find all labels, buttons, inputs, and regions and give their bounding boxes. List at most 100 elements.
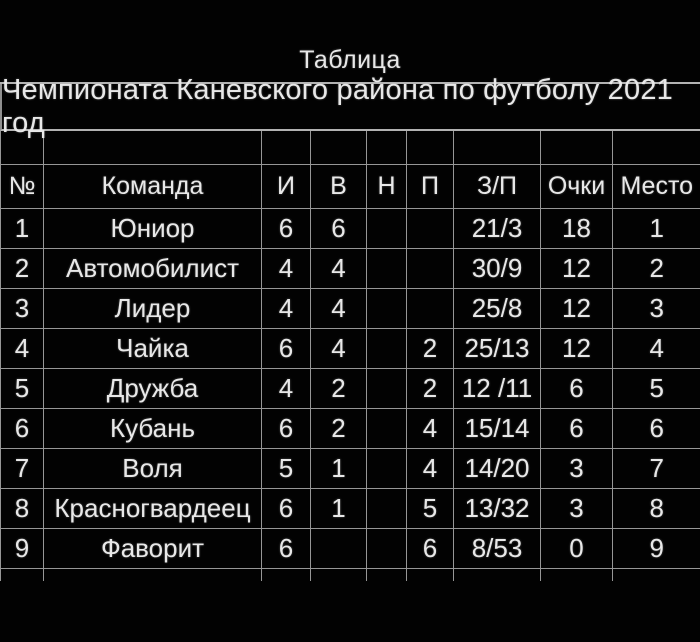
- table-row: 2 Автомобилист 4 4 30/9 12 2: [0, 248, 700, 289]
- stub-cell: [453, 568, 541, 581]
- cell-number: 4: [0, 328, 44, 369]
- cell-number: 3: [0, 288, 44, 329]
- cell-draws: [366, 248, 407, 289]
- cell-team: Юниор: [43, 208, 262, 249]
- stub-cell: [406, 568, 454, 581]
- cell-points: 18: [540, 208, 613, 249]
- table-row: 4 Чайка 6 4 2 25/13 12 4: [0, 328, 700, 369]
- cell-wins: 2: [310, 368, 367, 409]
- cell-losses: 5: [406, 488, 454, 529]
- cell-points: 3: [540, 448, 613, 489]
- cell-goals: 25/13: [453, 328, 541, 369]
- cell-number: 2: [0, 248, 44, 289]
- cell-played: 4: [261, 368, 311, 409]
- table-row: 3 Лидер 4 4 25/8 12 3: [0, 288, 700, 329]
- table-row: 1 Юниор 6 6 21/3 18 1: [0, 208, 700, 249]
- cell-points: 6: [540, 368, 613, 409]
- cell-played: 6: [261, 528, 311, 569]
- cell-goals: 25/8: [453, 288, 541, 329]
- cell-losses: [406, 248, 454, 289]
- cell-number: 5: [0, 368, 44, 409]
- cell-points: 3: [540, 488, 613, 529]
- col-header-wins: В: [310, 164, 367, 209]
- cell-wins: 1: [310, 448, 367, 489]
- cell-place: 7: [612, 448, 700, 489]
- col-header-losses: П: [406, 164, 454, 209]
- cell-team: Кубань: [43, 408, 262, 449]
- cell-goals: 8/53: [453, 528, 541, 569]
- cell-wins: 4: [310, 328, 367, 369]
- cell-losses: 2: [406, 328, 454, 369]
- cell-losses: [406, 288, 454, 329]
- cell-place: 1: [612, 208, 700, 249]
- cell-wins: 2: [310, 408, 367, 449]
- cell-place: 8: [612, 488, 700, 529]
- col-header-played: И: [261, 164, 311, 209]
- cell-goals: 15/14: [453, 408, 541, 449]
- cell-team: Фаворит: [43, 528, 262, 569]
- cell-wins: 4: [310, 248, 367, 289]
- stub-cell: [366, 568, 407, 581]
- cell-number: 7: [0, 448, 44, 489]
- table-row: 6 Кубань 6 2 4 15/14 6 6: [0, 408, 700, 449]
- col-header-goals: З/П: [453, 164, 541, 209]
- col-header-place: Место: [612, 164, 700, 209]
- page-title: Таблица: [0, 0, 700, 84]
- cell-played: 6: [261, 208, 311, 249]
- cell-team: Воля: [43, 448, 262, 489]
- spacer-cell: [540, 131, 613, 165]
- cell-wins: 6: [310, 208, 367, 249]
- cell-team: Дружба: [43, 368, 262, 409]
- cell-team: Красногвардеец: [43, 488, 262, 529]
- stub-cell: [43, 568, 262, 581]
- cell-draws: [366, 448, 407, 489]
- cell-goals: 21/3: [453, 208, 541, 249]
- cell-place: 9: [612, 528, 700, 569]
- col-header-points: Очки: [540, 164, 613, 209]
- col-header-team: Команда: [43, 164, 262, 209]
- table-row: 9 Фаворит 6 6 8/53 0 9: [0, 528, 700, 569]
- stub-cell: [540, 568, 613, 581]
- cell-draws: [366, 208, 407, 249]
- cell-number: 9: [0, 528, 44, 569]
- cell-number: 1: [0, 208, 44, 249]
- page-subtitle: Чемпионата Каневского района по футболу …: [0, 74, 700, 139]
- spacer-cell: [0, 131, 44, 165]
- cell-points: 12: [540, 328, 613, 369]
- cell-number: 8: [0, 488, 44, 529]
- cell-draws: [366, 288, 407, 329]
- cell-played: 6: [261, 328, 311, 369]
- cell-goals: 14/20: [453, 448, 541, 489]
- col-header-draws: Н: [366, 164, 407, 209]
- cell-losses: 4: [406, 448, 454, 489]
- standings-table: № Команда И В Н П З/П Очки Место 1 Юниор 6…: [0, 131, 700, 581]
- cell-played: 6: [261, 488, 311, 529]
- table-row: 8 Красногвардеец 6 1 5 13/32 3 8: [0, 488, 700, 529]
- cell-number: 6: [0, 408, 44, 449]
- table-row: 5 Дружба 4 2 2 12 /11 6 5: [0, 368, 700, 409]
- cell-wins: 4: [310, 288, 367, 329]
- cell-losses: 2: [406, 368, 454, 409]
- cell-place: 6: [612, 408, 700, 449]
- header-row: № Команда И В Н П З/П Очки Место: [0, 164, 700, 209]
- cell-draws: [366, 488, 407, 529]
- cell-losses: [406, 208, 454, 249]
- cell-team: Лидер: [43, 288, 262, 329]
- cell-place: 5: [612, 368, 700, 409]
- cell-wins: [310, 528, 367, 569]
- cell-draws: [366, 528, 407, 569]
- stub-cell: [612, 568, 700, 581]
- cell-place: 4: [612, 328, 700, 369]
- cell-goals: 30/9: [453, 248, 541, 289]
- cell-points: 12: [540, 248, 613, 289]
- cell-draws: [366, 328, 407, 369]
- cell-played: 6: [261, 408, 311, 449]
- cell-draws: [366, 408, 407, 449]
- col-header-number: №: [0, 164, 44, 209]
- cell-place: 3: [612, 288, 700, 329]
- bottom-stub-row: [0, 568, 700, 581]
- cell-played: 5: [261, 448, 311, 489]
- cell-losses: 6: [406, 528, 454, 569]
- cell-points: 0: [540, 528, 613, 569]
- cell-wins: 1: [310, 488, 367, 529]
